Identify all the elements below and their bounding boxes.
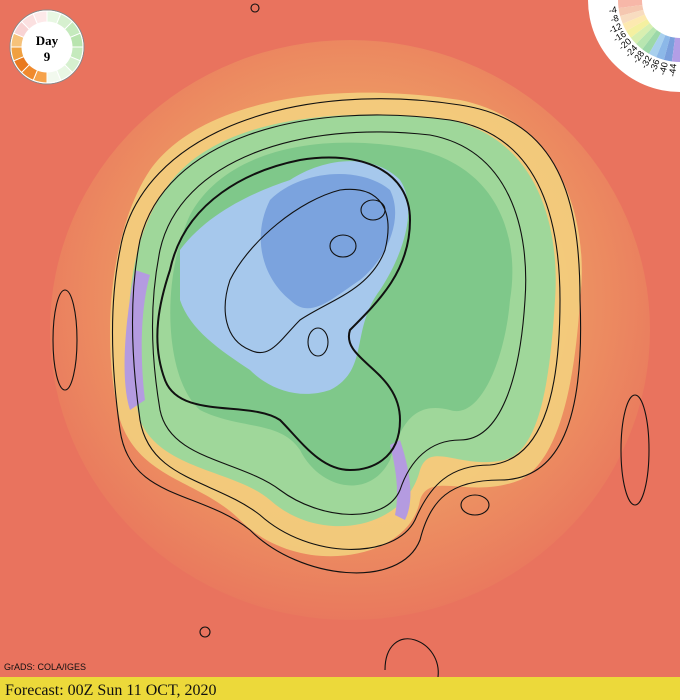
scale-band [620, 9, 645, 24]
scale-label: -4 [608, 4, 617, 15]
scale-band [626, 19, 650, 38]
scale-band [618, 4, 644, 17]
scale-band [656, 35, 671, 60]
badge-label: Day [36, 33, 59, 48]
contour-line [250, 3, 260, 13]
scale-band [636, 26, 657, 50]
scale-center [644, 0, 680, 36]
contours [52, 3, 650, 678]
footer-bar [0, 677, 680, 700]
scale-band [649, 32, 666, 58]
scale-band [642, 30, 661, 54]
contour-line [131, 114, 561, 550]
footer: Forecast: 00Z Sun 11 OCT, 2020 [5, 682, 217, 699]
contour-line [156, 156, 412, 472]
scale-label: -44 [667, 63, 678, 77]
contour-line [329, 234, 357, 258]
scale-label: -12 [607, 21, 623, 35]
badge-day: 9 [44, 49, 51, 64]
scale-label: -8 [609, 13, 620, 25]
purple-band [390, 440, 411, 520]
contour-line [224, 188, 389, 354]
contour-line [460, 494, 490, 516]
scale-band [630, 23, 654, 44]
scale-label: -40 [657, 61, 670, 76]
purple-band [124, 270, 150, 410]
contour-line [199, 626, 211, 638]
scale-label: -36 [648, 58, 662, 74]
credit: GrADS: COLA/IGES [4, 662, 86, 672]
scale-band [671, 37, 680, 62]
contour-line [52, 289, 78, 391]
badge-segment [32, 10, 48, 25]
contour-line [111, 98, 582, 574]
scale-band [622, 14, 648, 31]
contour-line [384, 638, 439, 678]
badge-center [23, 23, 71, 71]
color-scale: -4-8-12-16-20-24-28-32-36-40-44 [588, 0, 680, 92]
scale-band [618, 0, 643, 9]
contour-line [307, 327, 329, 357]
contour-line [620, 394, 650, 506]
scale-band [663, 36, 676, 62]
contour-line [151, 131, 527, 515]
contour-line [360, 199, 386, 221]
